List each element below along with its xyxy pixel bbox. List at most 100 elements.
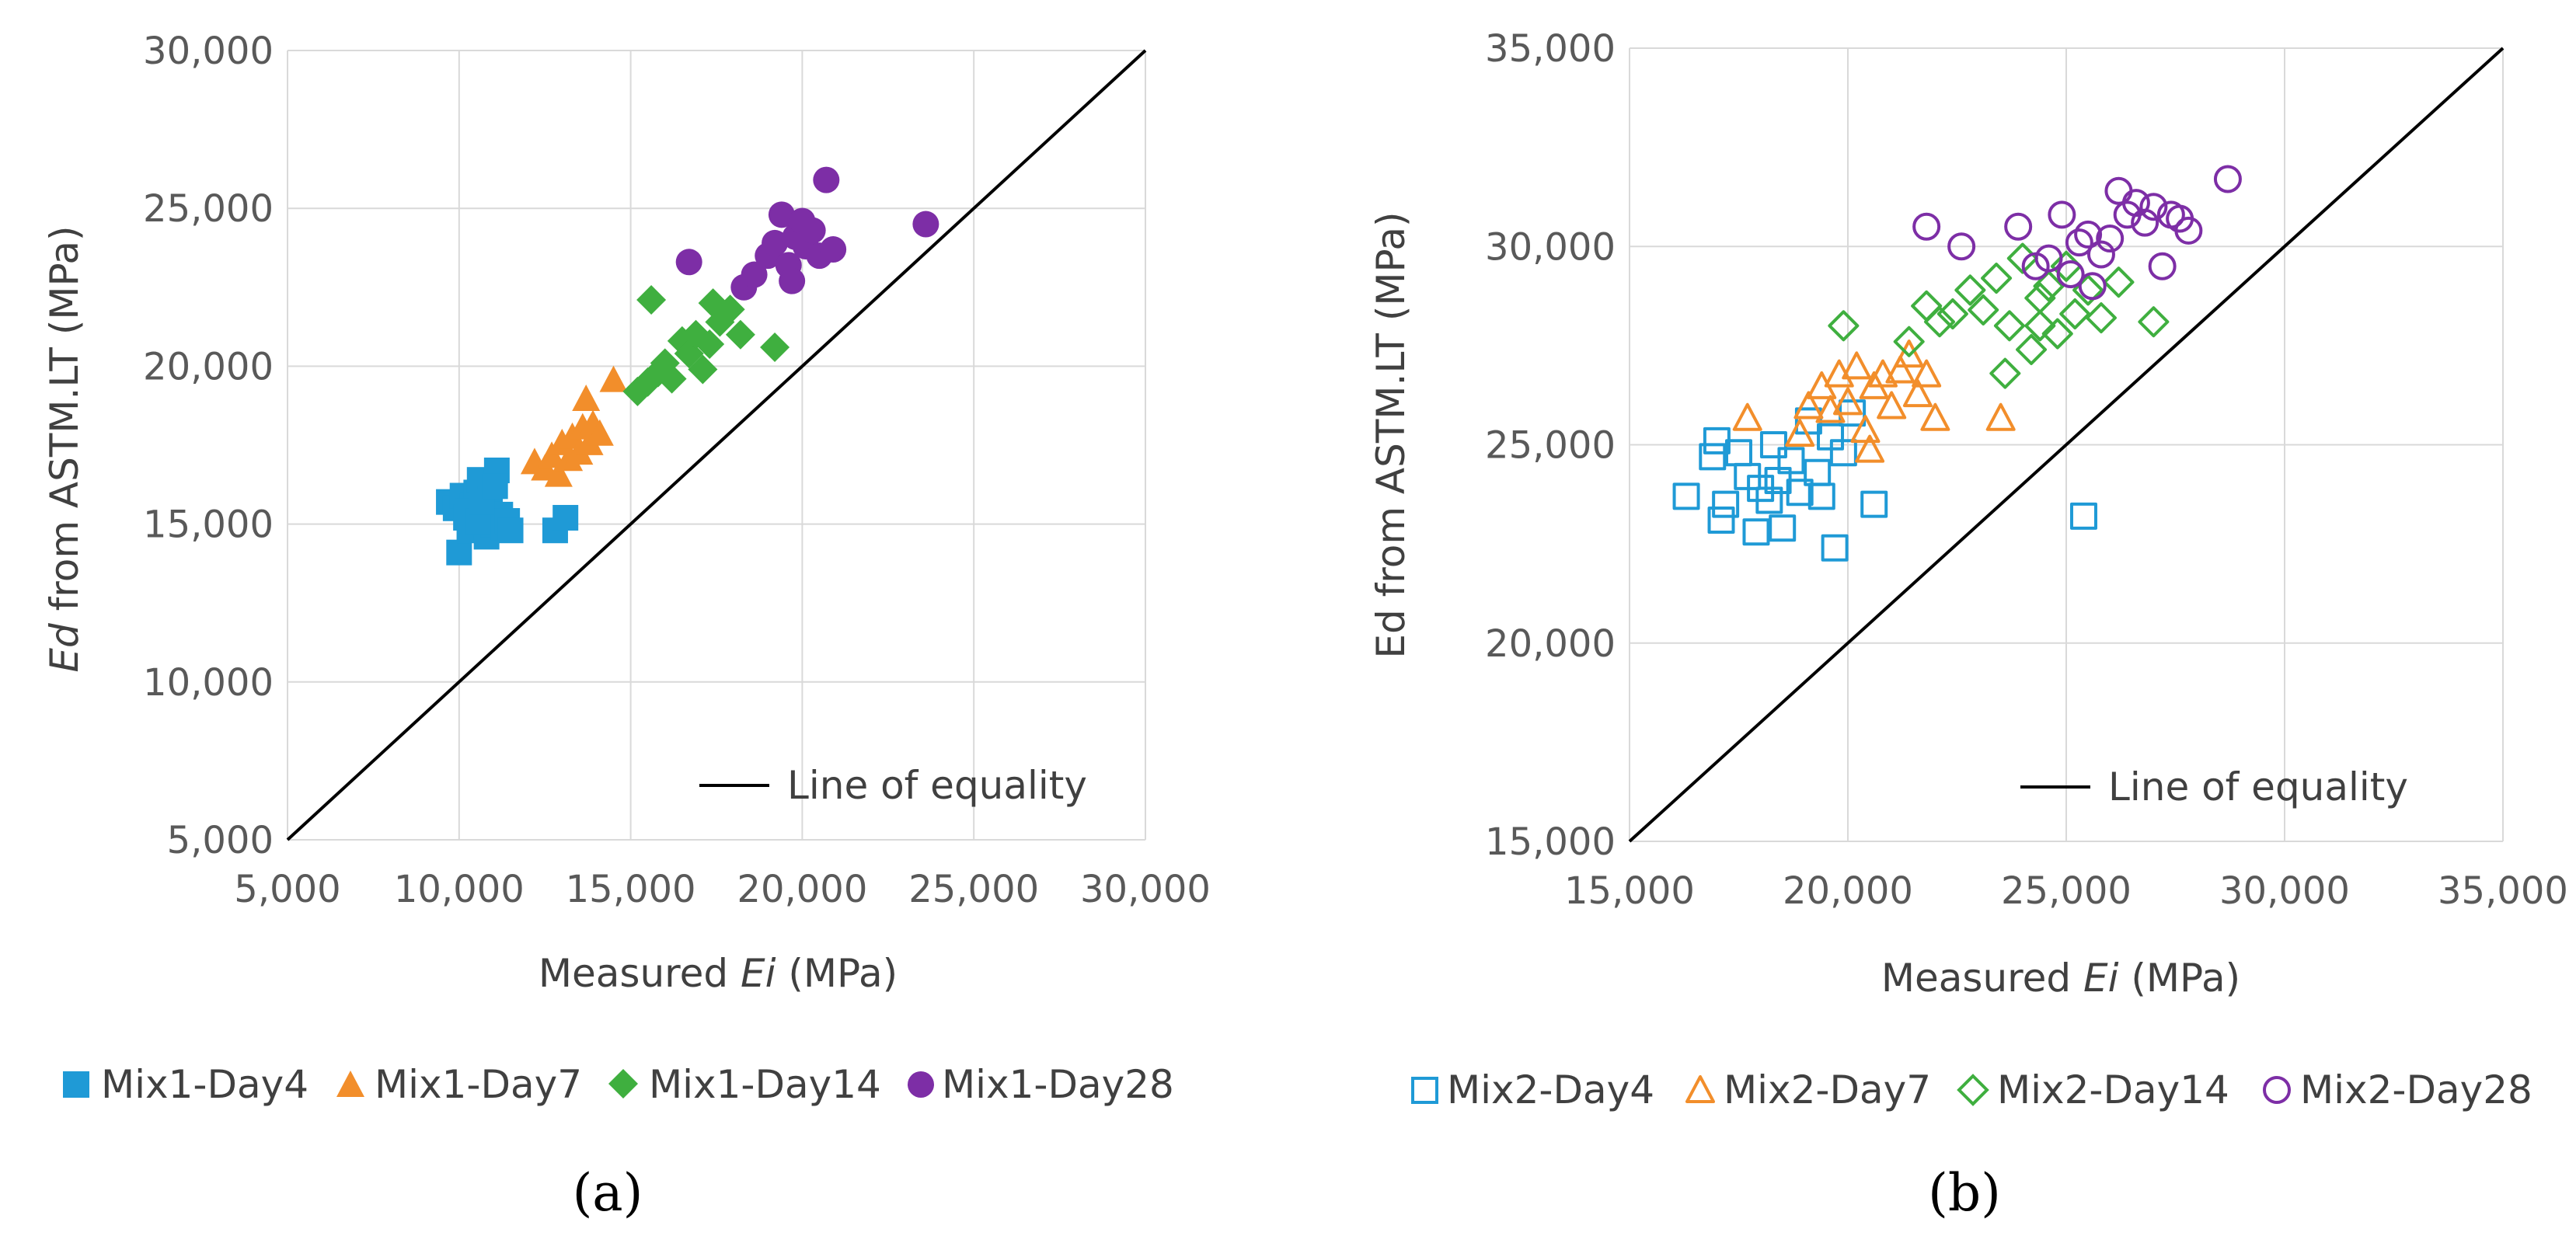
chart-b-point-mix2-day4: [1672, 482, 1700, 510]
chart-b-series-mix2-day28: [1912, 165, 2242, 301]
legend-b-marker-day28: [2263, 1076, 2291, 1104]
chart-a-y-tick-label: 25,000: [143, 187, 274, 231]
chart-a-point-mix1-day14: [760, 333, 790, 363]
chart-b-point-mix2-day7: [1785, 419, 1815, 447]
chart-a-x-tick-label: 25,000: [908, 868, 1039, 911]
chart-b-point-mix2-day7: [1842, 351, 1872, 380]
chart-b-point-mix2-day14: [2041, 318, 2073, 350]
chart-a-legend: Mix1-Day4 Mix1-Day7 Mix1-Day14 Mix1-Day2…: [63, 1062, 1174, 1107]
chart-a-y-tick-label: 5,000: [167, 819, 274, 862]
chart-b-point-mix2-day7: [1855, 434, 1885, 463]
legend-a-marker-day14: [608, 1069, 638, 1099]
chart-a-series-mix1-day4: [436, 458, 579, 566]
chart-b-point-mix2-day4: [1699, 443, 1727, 471]
chart-b-point-mix2-day28: [2048, 200, 2076, 229]
chart-b-point-mix2-day28: [2074, 220, 2103, 249]
chart-a-point-mix1-day14: [715, 294, 745, 325]
chart-b-point-mix2-day28: [2148, 252, 2177, 280]
chart-b-point-mix2-day28: [2065, 228, 2093, 257]
chart-b-point-mix2-day7: [1732, 402, 1762, 431]
chart-b-point-mix2-day14: [2138, 306, 2170, 338]
panel-b-label: (b): [1928, 1163, 2001, 1223]
legend-b-label-day7: Mix2-Day7: [1724, 1067, 1931, 1112]
chart-a-y-tick-label: 15,000: [143, 503, 274, 547]
chart-a-x-tick-label: 5,000: [234, 868, 340, 911]
chart-a-point-mix1-day7: [599, 365, 628, 392]
chart-b-point-mix2-day7: [1920, 402, 1950, 431]
chart-a-point-mix1-day7: [585, 419, 614, 446]
chart-b-point-mix2-day4: [1777, 447, 1805, 475]
chart-b-point-mix2-day14: [1954, 274, 1986, 306]
chart-b-point-mix2-day4: [1712, 490, 1740, 518]
chart-a-series-mix1-day7: [520, 365, 628, 487]
legend-b-marker-day14: [1957, 1074, 1989, 1106]
chart-b-equality-label: Line of equality: [2108, 764, 2408, 810]
chart-b-y-tick-label: 25,000: [1485, 424, 1616, 468]
chart-a-x-tick-label: 10,000: [394, 868, 525, 911]
chart-b-y-tick-label: 35,000: [1485, 27, 1616, 71]
chart-b-x-axis-label: Measured Ei (MPa): [1881, 956, 2240, 1001]
chart-a-point-mix1-day14: [695, 329, 725, 359]
chart-b-x-ticks: 15,000 20,000 25,000 30,000 35,000: [1564, 869, 2568, 913]
chart-b-point-mix2-day14: [1911, 290, 1943, 322]
chart-b-x-tick-label: 30,000: [2219, 869, 2350, 913]
legend-b-label-day4: Mix2-Day4: [1447, 1067, 1654, 1112]
chart-b-y-tick-label: 20,000: [1485, 622, 1616, 666]
legend-a-marker-day7: [336, 1071, 364, 1097]
chart-b-points: [1672, 165, 2242, 562]
chart-b-y-tick-label: 30,000: [1485, 225, 1616, 269]
chart-b-point-mix2-day14: [2016, 333, 2048, 365]
chart-a-point-mix1-day14: [725, 319, 755, 350]
chart-a-point-mix1-day28: [762, 229, 789, 256]
chart-b-y-axis-label: Ed from ASTM.LT (MPa): [1368, 211, 1413, 658]
chart-a-points: [436, 166, 939, 566]
chart-b-point-mix2-day28: [2086, 240, 2115, 269]
chart-a-point-mix1-day14: [688, 354, 718, 385]
chart-b-point-mix2-day14: [2059, 298, 2091, 330]
chart-a-x-ticks: 5,000 10,000 15,000 20,000 25,000 30,000: [234, 868, 1211, 911]
legend-a-label-day28: Mix1-Day28: [942, 1062, 1174, 1107]
chart-b-point-mix2-day28: [2096, 225, 2125, 253]
chart-b-point-mix2-day4: [1786, 479, 1814, 507]
chart-b-point-mix2-day7: [1985, 402, 2016, 431]
chart-a-point-mix1-day4: [552, 504, 579, 531]
chart-b-point-mix2-day4: [1860, 490, 1888, 518]
chart-a-point-mix1-day28: [768, 201, 795, 228]
legend-b-label-day14: Mix2-Day14: [1997, 1067, 2229, 1112]
chart-b-point-mix2-day28: [1912, 212, 1941, 241]
chart-a-y-tick-label: 10,000: [143, 661, 274, 705]
chart-b-point-mix2-day28: [2056, 259, 2085, 288]
chart-b-point-mix2-day4: [1821, 534, 1849, 562]
chart-b-point-mix2-day28: [2104, 176, 2133, 205]
chart-a-y-axis-label: Ed from ASTM.LT (MPa): [42, 225, 87, 672]
chart-a-point-mix1-day28: [912, 211, 939, 238]
chart-b-point-mix2-day14: [1936, 298, 1968, 330]
chart-a-point-mix1-day4: [446, 539, 472, 566]
chart-a-point-mix1-day28: [813, 166, 840, 193]
chart-b-point-mix2-day28: [1947, 232, 1976, 261]
chart-b-series-mix2-day14: [1828, 242, 2170, 389]
chart-a-point-mix1-day14: [657, 364, 687, 394]
chart-b-point-mix2-day28: [2213, 165, 2242, 193]
chart-b-point-mix2-day7: [1894, 339, 1924, 368]
chart-b-point-mix2-day28: [2139, 193, 2168, 221]
chart-b-point-mix2-day14: [2024, 310, 2056, 342]
chart-b-legend: Mix2-Day4 Mix2-Day7 Mix2-Day14 Mix2-Day2…: [1411, 1067, 2532, 1112]
chart-b-point-mix2-day4: [1807, 482, 1835, 510]
chart-a-point-mix1-day4: [497, 517, 524, 544]
chart-b-point-mix2-day4: [1829, 439, 1857, 467]
chart-b-point-mix2-day14: [1968, 294, 1999, 326]
chart-b-point-mix2-day4: [1755, 486, 1783, 514]
chart-a-grid: [287, 50, 1146, 841]
chart-b-point-mix2-day28: [2131, 208, 2159, 237]
chart-a-line-of-equality: [286, 49, 1147, 841]
chart-b-point-mix2-day14: [2103, 266, 2135, 298]
chart-a-equality-label: Line of equality: [787, 763, 1087, 808]
legend-b-marker-day7: [1685, 1075, 1715, 1103]
chart-a-point-mix1-day7: [572, 385, 601, 412]
chart-a-x-axis-label: Measured Ei (MPa): [539, 951, 898, 996]
chart-b-point-mix2-day28: [2034, 244, 2063, 273]
chart-b-y-ticks: 15,000 20,000 25,000 30,000 35,000: [1485, 27, 1616, 864]
chart-b-series-mix2-day4: [1672, 399, 2097, 562]
